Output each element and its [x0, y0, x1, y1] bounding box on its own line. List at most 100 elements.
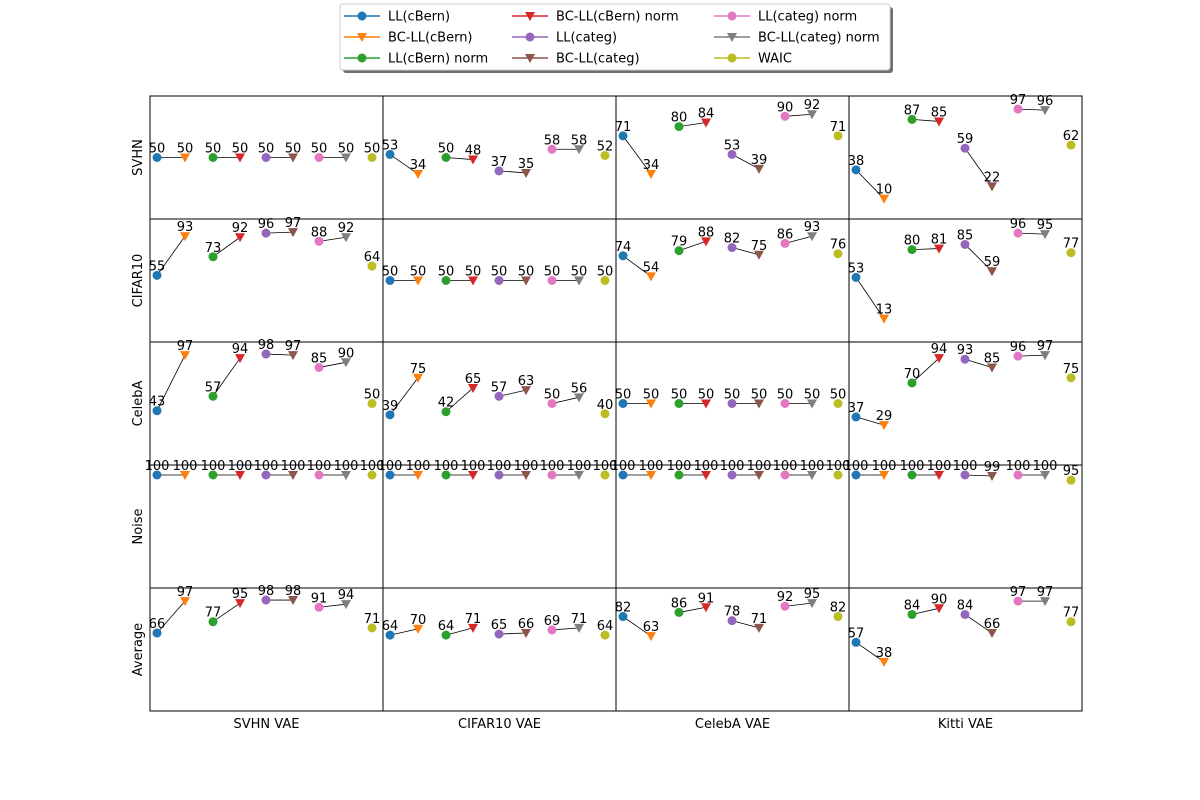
- data-label-ll-categ: 100: [953, 459, 978, 474]
- point-waic: [367, 623, 377, 633]
- pair-line: [445, 387, 474, 413]
- data-label-bc-ll-categ: 66: [984, 617, 1001, 632]
- data-label-bc-ll-cbern-norm: 92: [232, 221, 249, 236]
- point-ll-cbern-norm: [441, 276, 451, 285]
- pair-line: [318, 236, 347, 242]
- point-ll-cbern-norm: [907, 609, 917, 619]
- point-ll-cbern: [152, 270, 162, 280]
- point-bc-ll-cbern-norm: [934, 117, 944, 127]
- point-ll-categ: [494, 391, 504, 401]
- data-label-ll-categ-norm: 100: [540, 459, 565, 474]
- data-label-ll-cbern-norm: 100: [201, 459, 226, 474]
- point-ll-categ: [261, 228, 271, 238]
- pair-line: [265, 353, 294, 356]
- data-label-ll-categ-norm: 88: [311, 225, 328, 240]
- data-label-bc-ll-categ: 39: [751, 153, 768, 168]
- data-label-bc-ll-categ-norm: 95: [804, 587, 821, 602]
- data-label-ll-cbern: 53: [382, 138, 399, 153]
- data-label-ll-cbern-norm: 77: [205, 606, 222, 621]
- data-label-ll-cbern: 100: [145, 459, 170, 474]
- data-label-ll-cbern: 50: [149, 142, 166, 157]
- point-ll-categ: [261, 470, 271, 480]
- data-label-bc-ll-cbern-norm: 90: [931, 592, 948, 607]
- cell-noise-svhn-vae: 100 100 100 100 100 100 100 100 100: [145, 459, 384, 589]
- point-bc-ll-categ-norm: [1040, 597, 1050, 607]
- data-label-ll-categ: 57: [491, 380, 508, 395]
- point-bc-ll-cbern-norm: [468, 384, 478, 394]
- point-bc-ll-cbern-norm: [235, 599, 245, 609]
- cell-average-svhn-vae: 66 97 77 95 98 98 91 94 71: [149, 584, 384, 712]
- point-ll-cbern: [385, 470, 395, 480]
- row-label-celeba: CelebA: [131, 380, 146, 426]
- pair-line: [212, 357, 241, 397]
- cell-frame: [382, 464, 617, 589]
- legend-entry-ll-categ: LL(categ): [512, 31, 617, 46]
- data-label-ll-cbern-norm: 100: [434, 459, 459, 474]
- column-label-kitti-vae: Kitti VAE: [938, 717, 993, 732]
- pair-line: [389, 628, 419, 636]
- point-ll-cbern-norm: [674, 122, 684, 132]
- legend-label: LL(categ) norm: [758, 10, 857, 25]
- point-ll-cbern: [851, 637, 861, 647]
- data-label-ll-categ-norm: 97: [1010, 93, 1027, 108]
- data-label-bc-ll-cbern: 29: [876, 409, 893, 424]
- legend-marker: [357, 53, 367, 63]
- pair-line: [731, 154, 760, 170]
- pair-line: [678, 240, 707, 252]
- pair-line: [964, 147, 993, 187]
- point-bc-ll-cbern: [646, 272, 656, 282]
- cell-frame: [382, 587, 617, 712]
- point-ll-cbern-norm: [674, 470, 684, 480]
- point-bc-ll-categ: [288, 351, 298, 361]
- point-bc-ll-categ: [754, 250, 764, 260]
- point-bc-ll-categ-norm: [1040, 106, 1050, 116]
- data-label-ll-cbern: 55: [149, 259, 166, 274]
- point-bc-ll-cbern: [413, 276, 423, 286]
- point-ll-categ-norm: [780, 470, 790, 480]
- point-ll-categ-norm: [547, 144, 557, 154]
- data-label-bc-ll-cbern: 34: [643, 158, 660, 173]
- point-waic: [367, 399, 377, 408]
- data-label-ll-categ-norm: 86: [777, 227, 794, 242]
- data-label-bc-ll-cbern-norm: 50: [465, 265, 482, 280]
- row-label-noise: Noise: [131, 508, 146, 544]
- point-ll-cbern-norm: [441, 407, 451, 417]
- data-label-ll-cbern: 100: [378, 459, 403, 474]
- point-ll-categ-norm: [314, 362, 324, 372]
- point-bc-ll-categ-norm: [1040, 230, 1050, 240]
- legend-marker: [727, 53, 737, 63]
- data-label-ll-cbern: 50: [615, 388, 632, 403]
- pair-line: [784, 235, 813, 244]
- data-label-ll-cbern-norm: 87: [904, 103, 921, 118]
- point-bc-ll-categ-norm: [574, 623, 584, 633]
- legend-entry-bc-ll-cbern: BC-LL(cBern): [344, 31, 473, 46]
- point-bc-ll-cbern-norm: [701, 237, 711, 247]
- point-bc-ll-categ-norm: [807, 232, 817, 242]
- point-ll-cbern-norm: [907, 470, 917, 480]
- point-ll-cbern-norm: [208, 153, 218, 162]
- point-bc-ll-cbern-norm: [701, 603, 711, 613]
- data-label-ll-cbern: 82: [615, 601, 632, 616]
- legend-entry-bc-ll-categ: BC-LL(categ): [512, 52, 640, 67]
- data-label-ll-categ-norm: 96: [1010, 340, 1027, 355]
- data-label-bc-ll-cbern-norm: 94: [232, 342, 249, 357]
- row-label-average: Average: [131, 623, 146, 676]
- data-label-bc-ll-cbern: 70: [410, 613, 427, 628]
- pair-line: [964, 614, 993, 634]
- data-label-ll-categ: 78: [724, 605, 741, 620]
- point-ll-categ-norm: [1013, 470, 1023, 480]
- data-label-bc-ll-categ-norm: 97: [1037, 339, 1054, 354]
- data-label-bc-ll-cbern: 100: [639, 459, 664, 474]
- data-label-ll-cbern-norm: 84: [904, 598, 921, 613]
- point-waic: [367, 153, 377, 162]
- data-label-bc-ll-cbern: 100: [173, 459, 198, 474]
- data-label-bc-ll-cbern-norm: 50: [698, 388, 715, 403]
- data-label-bc-ll-categ-norm: 100: [567, 459, 592, 474]
- point-bc-ll-cbern: [646, 632, 656, 642]
- data-label-ll-categ: 50: [258, 142, 275, 157]
- data-label-bc-ll-categ: 50: [751, 388, 768, 403]
- data-label-ll-cbern: 71: [615, 120, 632, 135]
- point-bc-ll-cbern-norm: [701, 471, 711, 480]
- data-label-ll-categ-norm: 85: [311, 351, 328, 366]
- data-label-ll-cbern: 53: [848, 261, 865, 276]
